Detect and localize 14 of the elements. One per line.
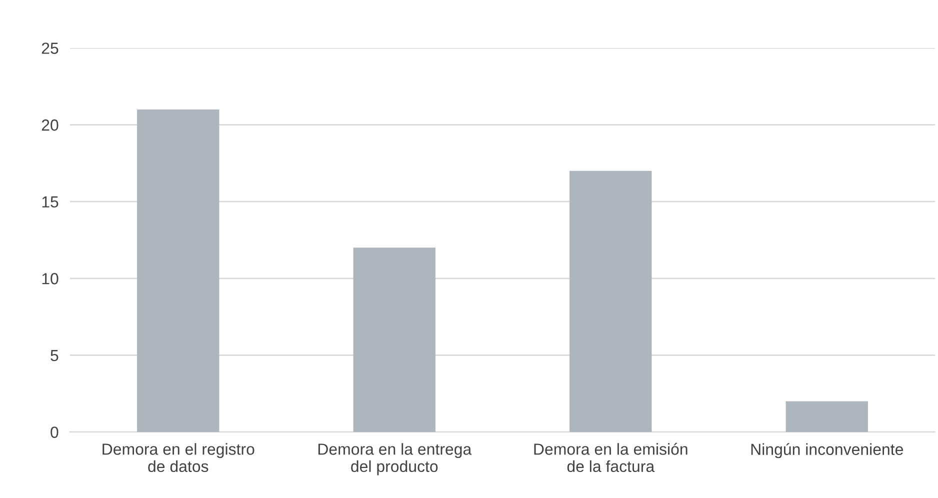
y-tick-label: 25 [42,42,58,54]
bar [570,170,652,432]
bar [786,401,868,432]
bar [137,109,220,432]
x-tick-label: Demora en el registro de datos [102,443,254,472]
x-tick-label: Demora en la emisión de la factura [534,442,688,472]
y-tick-label: 0 [50,426,58,438]
x-tick-label: Demora en la entrega del producto [318,443,472,476]
bar [353,248,436,432]
y-tick-label: 5 [50,350,58,362]
x-tick-label: Ningún inconveniente [751,443,903,458]
y-tick-label: 10 [42,273,58,284]
y-tick-label: 20 [42,119,58,131]
y-tick-label: 15 [42,196,58,208]
